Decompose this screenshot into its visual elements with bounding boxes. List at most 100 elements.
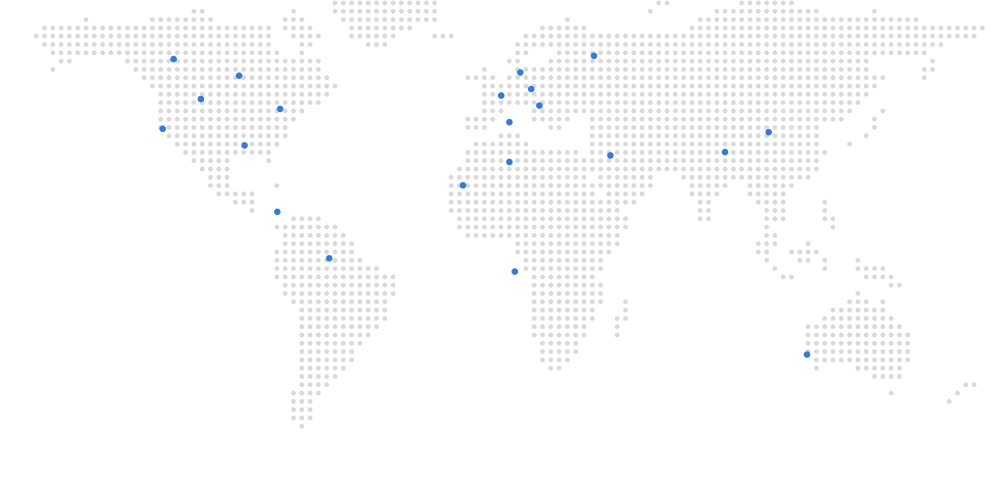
land-dot [174,50,180,56]
land-dot [581,299,587,305]
land-dot [548,83,554,89]
land-dot [299,241,305,247]
land-dot [814,50,819,56]
land-dot [150,75,155,81]
land-dot [233,100,238,105]
land-dot [880,25,886,31]
land-dot [706,191,711,197]
land-dot [822,83,828,89]
land-dot [548,25,554,31]
location-marker-asia-east[interactable] [765,128,772,136]
land-dot [755,75,761,81]
land-dot [67,58,72,64]
land-dot [465,191,471,197]
land-dot [589,100,595,105]
location-marker-europe-central[interactable] [527,85,535,93]
land-dot [689,83,695,89]
land-dot [822,150,828,155]
land-dot [216,58,222,64]
land-dot [523,150,529,155]
land-dot [465,208,471,213]
land-dot [365,332,371,338]
land-dot [224,25,230,31]
location-marker-australia-south[interactable] [803,351,811,358]
land-dot [623,166,628,172]
land-dot [166,91,172,97]
land-dot [191,8,197,14]
land-dot [656,33,662,39]
land-dot [764,183,769,189]
land-dot [199,8,205,14]
land-dot [299,83,305,89]
location-marker-south-america-brazil[interactable] [325,254,333,262]
land-dots [33,0,985,429]
location-marker-middle-east[interactable] [607,152,614,159]
land-dot [349,249,354,255]
land-dot [639,58,645,64]
land-dot [199,75,205,81]
land-dot [556,83,562,89]
land-dot [714,50,720,56]
location-marker-europe-east[interactable] [536,102,543,109]
land-dot [681,33,686,39]
land-dot [83,42,89,47]
land-dot [174,67,180,72]
location-marker-asia-south[interactable] [721,148,729,156]
land-dot [772,199,778,205]
land-dot [614,224,620,230]
land-dot [257,108,263,114]
location-marker-north-america-south[interactable] [241,142,248,149]
location-marker-south-america-north[interactable] [274,208,281,216]
location-marker-north-america-pacific[interactable] [159,125,166,133]
land-dot [349,357,354,363]
land-dot [208,42,213,47]
land-dot [299,340,305,346]
land-dot [573,349,579,354]
land-dot [656,83,662,89]
location-marker-north-america-east[interactable] [276,105,284,113]
land-dot [548,208,554,213]
land-dot [191,33,197,39]
location-marker-europe-north[interactable] [517,69,524,76]
location-marker-africa-north[interactable] [506,158,513,166]
land-dot [324,365,330,371]
land-dot [199,91,205,97]
land-dot [573,158,579,164]
land-dot [614,50,620,56]
land-dot [141,75,147,81]
location-marker-north-america-west[interactable] [197,95,205,103]
land-dot [183,42,189,47]
land-dot [722,183,728,189]
land-dot [357,324,363,330]
land-dot [340,340,346,346]
location-marker-africa-central[interactable] [511,268,519,275]
land-dot [299,423,305,429]
land-dot [772,8,778,14]
land-dot [158,17,164,22]
location-marker-europe-west[interactable] [497,92,505,99]
location-marker-russia[interactable] [590,52,598,60]
land-dot [697,67,703,72]
land-dot [374,299,379,305]
location-marker-north-america-north[interactable] [170,55,177,63]
land-dot [780,25,786,31]
land-dot [332,374,338,379]
land-dot [249,199,255,205]
land-dot [324,349,330,354]
land-dot [540,282,545,288]
land-dot [847,42,852,47]
land-dot [731,67,736,72]
land-dot [606,224,612,230]
land-dot [241,116,247,122]
land-dot [174,108,180,114]
land-dot [872,316,877,321]
location-marker-africa-west[interactable] [459,182,467,189]
land-dot [257,67,263,72]
location-marker-europe-south[interactable] [506,118,513,126]
land-dot [847,307,852,313]
land-dot [830,75,836,81]
location-marker-north-america-canada-east[interactable] [235,72,243,79]
land-dot [838,25,844,31]
land-dot [797,150,803,155]
